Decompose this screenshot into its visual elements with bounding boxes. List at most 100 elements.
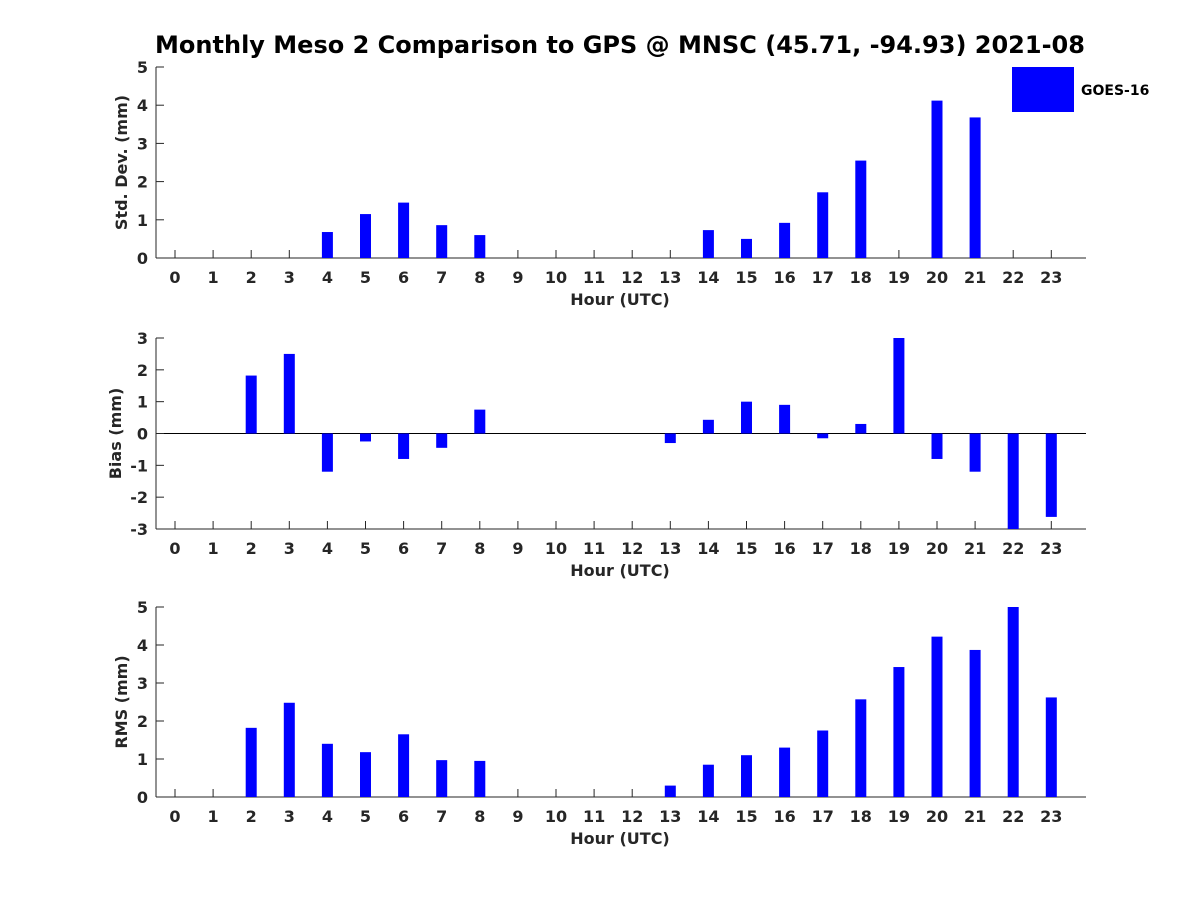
x-tick-label: 14	[697, 807, 719, 826]
x-tick-label: 3	[284, 807, 295, 826]
x-tick-label: 23	[1040, 807, 1062, 826]
bar-hour-6	[398, 433, 410, 459]
x-tick-label: 22	[1002, 807, 1024, 826]
bar-hour-7	[436, 760, 448, 797]
y-tick-label: 0	[137, 788, 148, 807]
x-tick-label: 13	[659, 807, 681, 826]
x-tick-label: 13	[659, 539, 681, 558]
y-tick-label: 1	[137, 393, 148, 412]
x-tick-label: 17	[812, 268, 834, 287]
bar-hour-8	[474, 235, 486, 258]
bar-hour-5	[360, 433, 371, 442]
bar-hour-15	[741, 755, 752, 797]
bar-hour-6	[398, 734, 410, 797]
x-tick-label: 6	[398, 539, 409, 558]
bar-hour-5	[360, 752, 371, 797]
x-tick-label: 18	[850, 268, 872, 287]
bar-hour-15	[741, 238, 752, 258]
bar-hour-4	[321, 743, 333, 797]
x-tick-label: 12	[621, 539, 643, 558]
x-tick-label: 5	[360, 268, 371, 287]
x-tick-label: 1	[208, 268, 219, 287]
bar-hour-18	[855, 160, 867, 258]
x-tick-label: 0	[169, 539, 180, 558]
y-tick-label: 0	[137, 425, 148, 444]
x-tick-label: 12	[621, 807, 643, 826]
y-tick-label: -3	[130, 520, 148, 539]
bar-hour-14	[702, 419, 714, 434]
bar-hour-4	[321, 232, 333, 258]
x-tick-label: 21	[964, 268, 986, 287]
bar-hour-16	[779, 222, 791, 258]
x-tick-label: 1	[208, 807, 219, 826]
x-tick-label: 9	[512, 539, 523, 558]
bar-hour-8	[474, 409, 486, 434]
y-tick-label: 2	[137, 173, 148, 192]
x-tick-label: 23	[1040, 539, 1062, 558]
x-tick-label: 19	[888, 539, 910, 558]
x-tick-label: 4	[322, 539, 333, 558]
bar-hour-7	[436, 225, 448, 258]
x-tick-label: 3	[284, 539, 295, 558]
bar-hour-17	[817, 192, 829, 258]
x-tick-label: 5	[360, 807, 371, 826]
x-tick-label: 12	[621, 268, 643, 287]
y-tick-label: 4	[137, 636, 148, 655]
x-tick-label: 2	[246, 539, 257, 558]
x-tick-label: 22	[1002, 539, 1024, 558]
bar-hour-21	[969, 433, 981, 472]
bar-hour-3	[283, 353, 295, 434]
y-tick-label: 2	[137, 712, 148, 731]
x-tick-label: 0	[169, 807, 180, 826]
bar-hour-6	[398, 202, 410, 258]
y-axis-label: RMS (mm)	[112, 655, 131, 748]
x-tick-label: 2	[246, 807, 257, 826]
bar-hour-4	[321, 433, 333, 472]
bar-hour-18	[855, 423, 867, 434]
x-tick-label: 7	[436, 539, 447, 558]
bar-hour-2	[245, 375, 257, 434]
x-tick-label: 14	[697, 539, 719, 558]
x-tick-label: 5	[360, 539, 371, 558]
x-tick-label: 15	[735, 539, 757, 558]
x-tick-label: 16	[773, 539, 795, 558]
bar-hour-21	[969, 117, 981, 258]
x-axis-label: Hour (UTC)	[570, 290, 670, 309]
bar-hour-19	[893, 338, 905, 434]
bar-hour-13	[664, 785, 676, 797]
bar-hour-8	[474, 760, 486, 797]
x-tick-label: 11	[583, 539, 605, 558]
x-tick-label: 7	[436, 807, 447, 826]
y-tick-label: 3	[137, 329, 148, 348]
bar-hour-18	[855, 699, 867, 797]
bar-hour-16	[779, 404, 791, 434]
bar-hour-2	[245, 727, 257, 797]
x-tick-label: 15	[735, 807, 757, 826]
x-tick-label: 8	[474, 807, 485, 826]
y-tick-label: 4	[137, 96, 148, 115]
y-tick-label: 2	[137, 361, 148, 380]
x-tick-label: 1	[208, 539, 219, 558]
x-tick-label: 8	[474, 268, 485, 287]
legend-swatch	[1012, 67, 1074, 112]
y-tick-label: -2	[130, 488, 148, 507]
y-tick-label: 5	[137, 58, 148, 77]
bar-hour-20	[931, 433, 943, 459]
x-axis-label: Hour (UTC)	[570, 829, 670, 848]
y-tick-label: 0	[137, 249, 148, 268]
bar-hour-14	[702, 764, 714, 797]
bar-hour-17	[817, 433, 829, 439]
x-tick-label: 21	[964, 539, 986, 558]
y-tick-label: 3	[137, 674, 148, 693]
x-tick-label: 20	[926, 807, 948, 826]
y-tick-label: 5	[137, 598, 148, 617]
x-tick-label: 13	[659, 268, 681, 287]
y-axis-label: Bias (mm)	[106, 388, 125, 480]
legend-label: GOES-16	[1081, 83, 1149, 99]
x-tick-label: 18	[850, 539, 872, 558]
bar-hour-19	[893, 667, 905, 797]
x-tick-label: 16	[773, 807, 795, 826]
